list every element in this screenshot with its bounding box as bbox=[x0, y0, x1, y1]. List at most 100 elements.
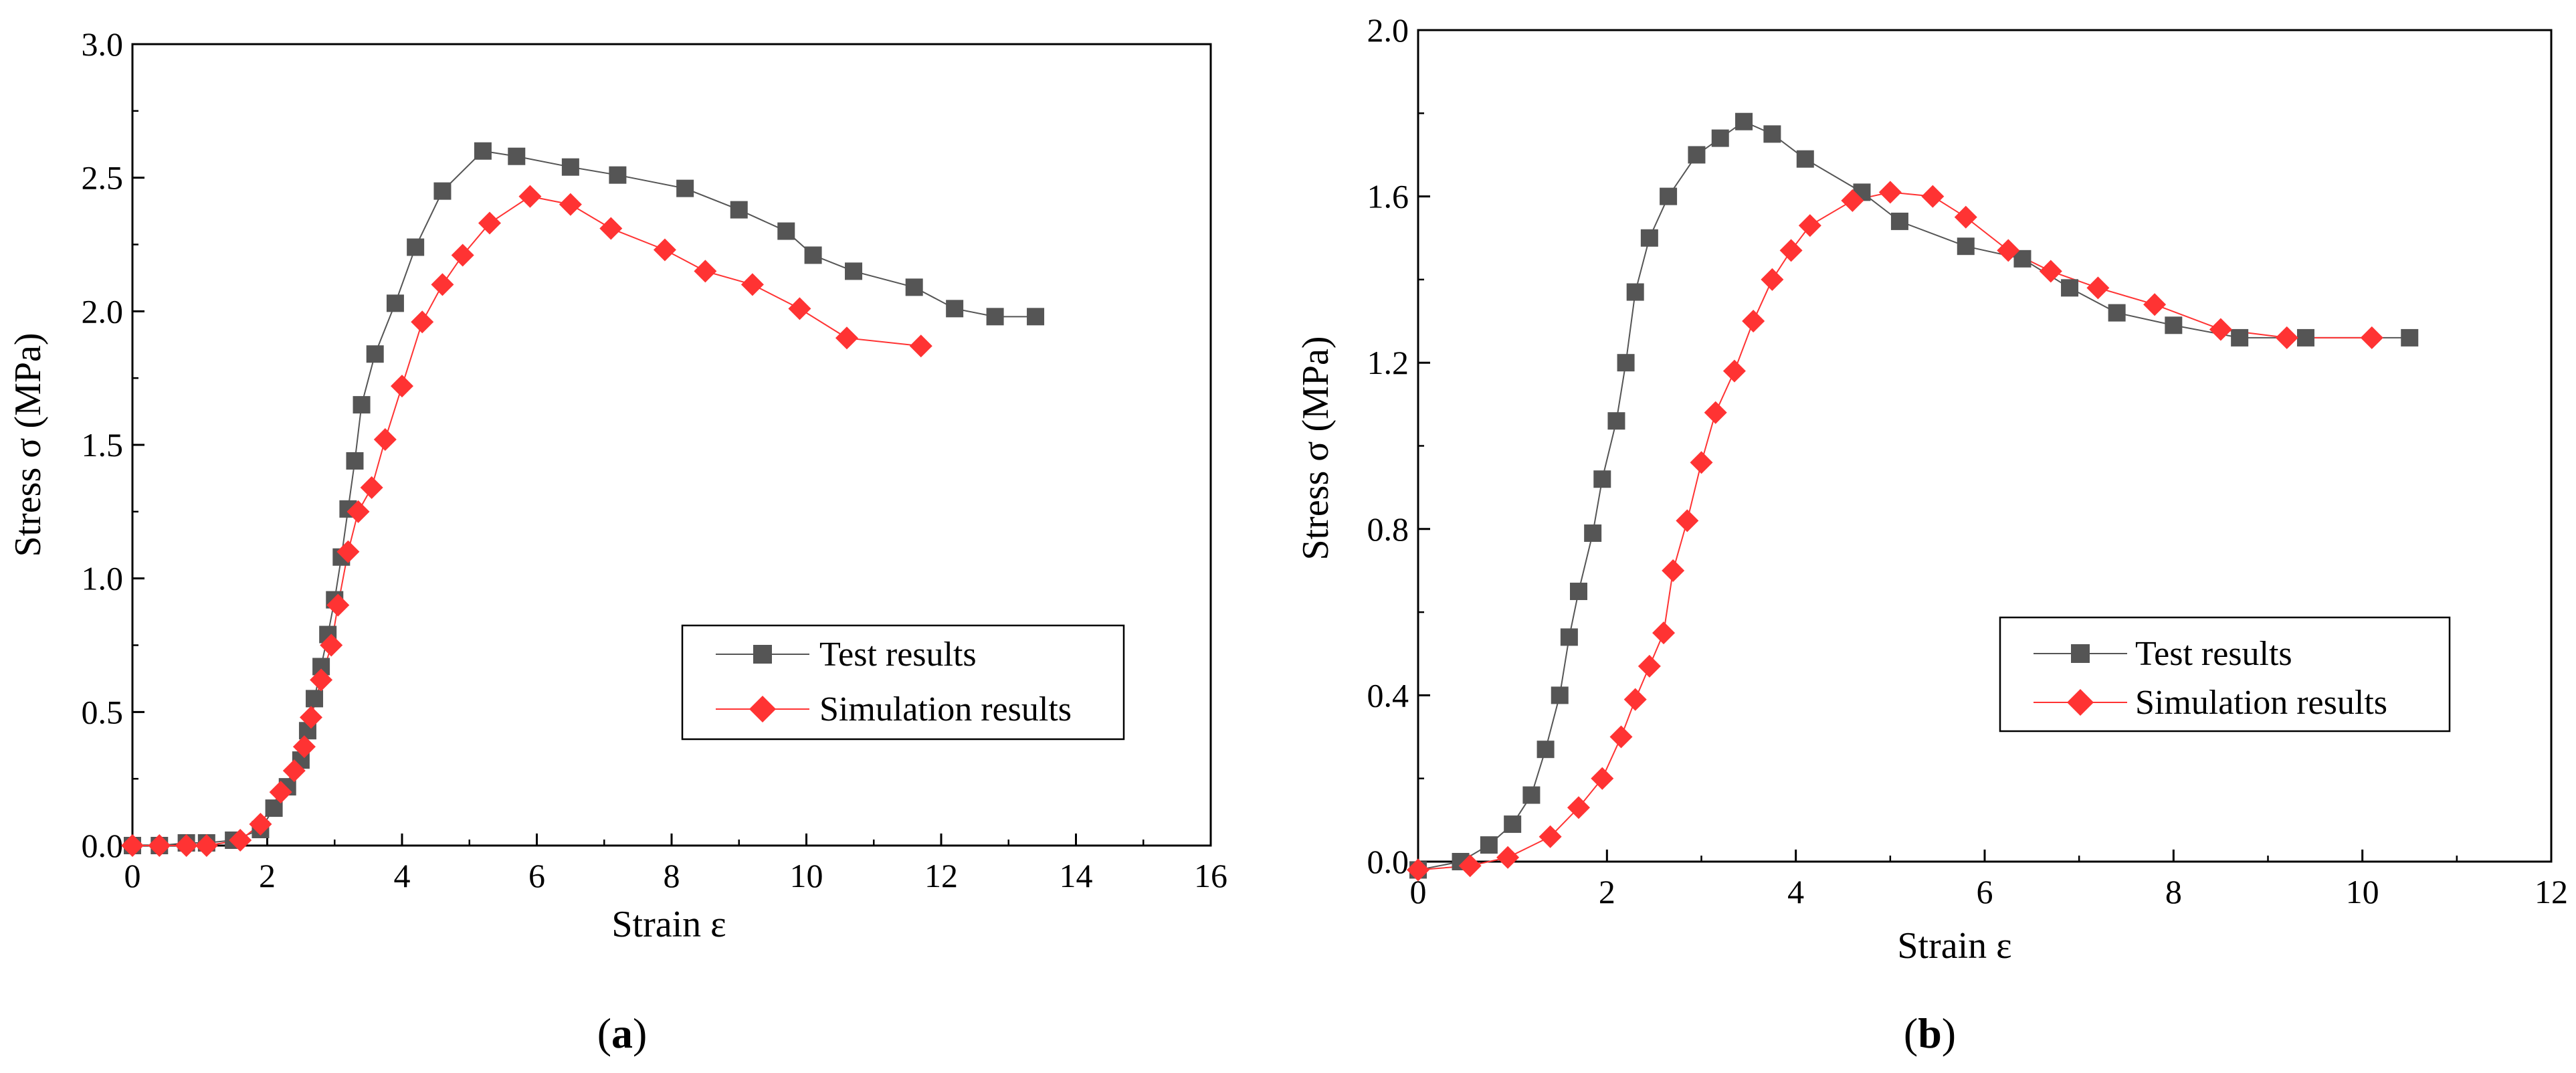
data-point-sim-a bbox=[909, 334, 932, 358]
data-point-sim-b bbox=[2039, 260, 2062, 283]
legend-a: Test results Simulation results bbox=[681, 624, 1125, 741]
x-tick-label-a: 4 bbox=[394, 857, 411, 894]
legend-box-a bbox=[681, 624, 1125, 741]
data-point-sim-b bbox=[1722, 359, 1746, 383]
data-point-sim-a bbox=[559, 193, 582, 216]
data-point-test-a bbox=[777, 222, 795, 240]
y-tick-label-a: 3.0 bbox=[82, 25, 124, 63]
x-tick-label-a: 2 bbox=[259, 857, 276, 894]
y-tick-label-b: 2.0 bbox=[1367, 11, 1409, 49]
data-point-test-a bbox=[804, 246, 822, 264]
data-point-test-a bbox=[353, 396, 371, 414]
y-axis-title-a: Stress σ (MPa) bbox=[7, 332, 49, 557]
data-point-sim-a bbox=[121, 834, 144, 857]
x-axis-title-a: Strain ε bbox=[611, 904, 726, 945]
data-point-sim-a bbox=[310, 668, 333, 692]
chart-panel-b: 0 2 4 6 8 10 120.00.40.81.21.62.0 Strain ε Str… bbox=[1295, 11, 2568, 1057]
data-point-test-b bbox=[1890, 212, 1908, 230]
x-tick-label-b: 6 bbox=[1977, 873, 1993, 910]
data-point-test-a bbox=[346, 452, 364, 470]
data-point-sim-a bbox=[740, 273, 764, 296]
data-point-sim-a bbox=[229, 829, 252, 852]
panel-letter-b: b bbox=[1918, 1009, 1942, 1057]
chart-panel-a: 0 2 4 6 8 10 12 14 16 0.0 0.5 1.0 1.5 2.0 2.5 3.0 Strai… bbox=[7, 25, 1227, 1057]
data-point-sim-b bbox=[1798, 214, 1821, 237]
data-point-sim-b bbox=[1407, 858, 1429, 882]
x-tick-label-a: 10 bbox=[790, 857, 823, 894]
y-tick-label-a: 0.5 bbox=[82, 693, 124, 730]
data-point-test-a bbox=[905, 278, 923, 296]
series-lines-b bbox=[1417, 120, 2410, 871]
data-point-test-b bbox=[1640, 229, 1658, 247]
data-point-sim-a bbox=[346, 500, 370, 523]
x-tick-label-a: 6 bbox=[528, 857, 545, 894]
legend-marker-sim-b bbox=[2067, 689, 2094, 716]
data-point-sim-a bbox=[195, 834, 218, 857]
y-tick-label-a: 2.5 bbox=[82, 159, 124, 197]
series-markers-a bbox=[121, 142, 1045, 857]
data-point-test-a bbox=[946, 300, 964, 318]
data-point-sim-b bbox=[1638, 654, 1661, 678]
x-tick-label-b: 2 bbox=[1599, 873, 1615, 910]
data-point-sim-a bbox=[336, 540, 360, 563]
data-point-sim-b bbox=[1676, 509, 1699, 532]
data-point-test-b bbox=[1660, 187, 1678, 205]
data-point-sim-a bbox=[292, 735, 316, 759]
data-point-sim-a bbox=[326, 593, 350, 617]
data-point-test-a bbox=[561, 158, 579, 176]
data-point-test-b bbox=[1957, 237, 1975, 256]
series-line-sim-b bbox=[1417, 191, 2372, 871]
x-ticks-b: 0 2 4 6 8 10 120.00.40.81.21.62.0 bbox=[1367, 11, 2569, 910]
data-point-sim-a bbox=[299, 706, 322, 729]
legend-marker-sim-a bbox=[749, 696, 776, 722]
data-point-sim-a bbox=[373, 428, 397, 452]
y-tick-label-b: 0.0 bbox=[1367, 843, 1409, 880]
data-point-test-b bbox=[1796, 150, 1814, 168]
data-point-sim-b bbox=[1841, 189, 1864, 212]
y-tick-label-b: 1.6 bbox=[1367, 178, 1409, 215]
data-point-sim-b bbox=[1609, 725, 1633, 749]
data-point-sim-b bbox=[1458, 854, 1482, 878]
x-tick-label-a: 14 bbox=[1060, 857, 1093, 894]
data-point-sim-b bbox=[2143, 293, 2167, 316]
x-tick-label-b: 8 bbox=[2165, 873, 2182, 910]
data-point-test-b bbox=[1607, 412, 1625, 430]
data-point-test-b bbox=[2231, 328, 2249, 347]
data-point-test-b bbox=[1626, 283, 1644, 301]
data-point-test-a bbox=[407, 238, 425, 256]
panel-label-a: (a) bbox=[597, 1009, 648, 1057]
data-point-test-b bbox=[1735, 112, 1753, 130]
data-point-test-b bbox=[2108, 304, 2126, 322]
data-point-test-b bbox=[1569, 583, 1587, 601]
panel-letter-a: a bbox=[611, 1009, 633, 1057]
data-point-sim-a bbox=[599, 217, 623, 240]
data-point-test-a bbox=[986, 308, 1004, 326]
y-tick-label-a: 2.0 bbox=[82, 292, 124, 330]
data-point-test-b bbox=[1711, 129, 1729, 147]
data-point-sim-b bbox=[1704, 401, 1727, 424]
data-point-sim-a bbox=[269, 781, 292, 804]
x-axis-title-b: Strain ε bbox=[1897, 925, 2011, 967]
y-tick-label-a: 1.0 bbox=[82, 560, 124, 597]
y-tick-label-a: 1.5 bbox=[82, 426, 124, 464]
data-point-sim-a bbox=[518, 185, 542, 208]
data-point-sim-a bbox=[431, 273, 454, 296]
data-point-sim-b bbox=[1652, 621, 1676, 645]
data-point-test-a bbox=[845, 262, 863, 280]
data-point-sim-b bbox=[1779, 239, 1803, 262]
data-point-sim-b bbox=[1591, 767, 1614, 790]
data-point-test-a bbox=[306, 690, 324, 708]
series-lines-a bbox=[132, 150, 1036, 846]
y-tick-label-b: 0.4 bbox=[1367, 676, 1409, 714]
data-point-test-b bbox=[2296, 328, 2314, 347]
data-point-test-b bbox=[1688, 146, 1706, 164]
legend-marker-test-b bbox=[2071, 644, 2090, 663]
data-point-sim-b bbox=[2275, 326, 2298, 349]
legend-label-sim-b: Simulation results bbox=[2135, 684, 2387, 722]
x-ticks-a: 0 2 4 6 8 10 12 14 16 0.0 0.5 1.0 1.5 2.0 2.5 3.0 bbox=[82, 25, 1228, 894]
x-tick-label-b: 4 bbox=[1787, 873, 1804, 910]
data-point-test-a bbox=[730, 201, 748, 219]
data-point-test-b bbox=[1617, 354, 1635, 372]
x-tick-label-b: 10 bbox=[2346, 873, 2379, 910]
data-point-sim-a bbox=[360, 476, 383, 499]
